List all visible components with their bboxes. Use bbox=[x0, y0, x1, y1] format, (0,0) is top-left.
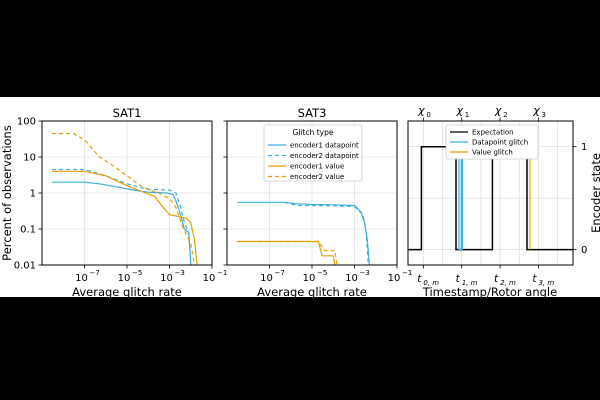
sat1-x-tick-label: 10 bbox=[75, 273, 88, 284]
sat1-series-encoder2-value bbox=[52, 132, 196, 266]
sat3-x-tick-label: 10 bbox=[388, 273, 401, 284]
sat3-x-tick-label: 10 bbox=[260, 273, 273, 284]
sat1-title: SAT1 bbox=[113, 106, 142, 120]
sat3-legend: Glitch type encoder1 datapoint encoder2 d… bbox=[263, 124, 363, 182]
sat3-x-tick-label: 10 bbox=[303, 273, 316, 284]
sat3-legend-box bbox=[263, 124, 363, 182]
encoder-bottom-tick-label: t bbox=[417, 273, 422, 285]
encoder-bottom-tick-sub: 3, m bbox=[538, 279, 554, 287]
legend-label-encoder1-value: encoder1 value bbox=[290, 163, 344, 171]
sat3-series bbox=[237, 201, 370, 266]
sat1-y-tick-label: 1 bbox=[30, 189, 36, 200]
sat1-x-tick-label: 10 bbox=[203, 273, 216, 284]
legend-label-encoder2-datapoint: encoder2 datapoint bbox=[290, 152, 359, 160]
sat3-title: SAT3 bbox=[298, 106, 327, 120]
encoder-top-tick-sub: 1 bbox=[465, 111, 469, 119]
encoder-legend-box bbox=[445, 124, 539, 160]
sat3-x-tick-label: 10 bbox=[345, 273, 358, 284]
encoder-legend-label-Datapoint-glitch: Datapoint glitch bbox=[472, 139, 528, 147]
encoder-ticks: t 0, mχ 0t 1, mχ 1t 2, mχ 2t 3, mχ 310 bbox=[417, 104, 587, 287]
sat1-series-encoder1-value bbox=[52, 170, 198, 266]
encoder-ylabel-right: Encoder state bbox=[589, 153, 600, 233]
sat3-ticks: 10 −7 10 −5 10 −3 10 −1 bbox=[223, 120, 412, 284]
encoder-bottom-tick-sub: 2, m bbox=[500, 279, 516, 287]
sat3-series-encoder2-value bbox=[237, 240, 338, 266]
sat3-x-tick-exponent: −5 bbox=[317, 269, 327, 277]
sat1-y-tick-label: 100 bbox=[17, 117, 36, 128]
encoder-bottom-tick-label: t bbox=[532, 273, 537, 285]
sat1-y-tick-label: 10 bbox=[23, 153, 36, 164]
encoder-series-Expectation bbox=[408, 145, 573, 251]
sat1-series-encoder2-datapoint bbox=[52, 168, 192, 266]
encoder-bottom-tick-sub: 1, m bbox=[462, 279, 478, 287]
sat3-legend-entries: encoder1 datapoint encoder2 datapoint enco… bbox=[268, 142, 359, 181]
encoder-xlabel: Timestamp/Rotor angle bbox=[422, 285, 557, 299]
encoder-legend-entries: Expectation Datapoint glitch Value glitch bbox=[450, 129, 528, 157]
sat1-x-tick-label: 10 bbox=[118, 273, 131, 284]
sat1-x-tick-label: 10 bbox=[160, 273, 173, 284]
legend-label-encoder1-datapoint: encoder1 datapoint bbox=[290, 142, 359, 150]
sat3-panel: 10 −7 10 −5 10 −3 10 −1 SAT3 Average glitch rat… bbox=[223, 106, 412, 299]
encoder-y-tick-label: 0 bbox=[581, 245, 587, 256]
encoder-legend: Expectation Datapoint glitch Value glitch bbox=[445, 124, 539, 160]
encoder-bottom-tick-label: t bbox=[456, 273, 461, 285]
encoder-series bbox=[408, 145, 573, 251]
legend-label-encoder2-value: encoder2 value bbox=[290, 173, 344, 181]
sat1-series bbox=[52, 132, 198, 266]
sat3-x-tick-exponent: −3 bbox=[360, 269, 370, 277]
sat3-series-encoder1-value bbox=[237, 240, 336, 266]
encoder-legend-label-Expectation: Expectation bbox=[472, 129, 514, 137]
encoder-series-Datapoint-glitch bbox=[458, 146, 464, 251]
encoder-top-tick-label: χ bbox=[532, 104, 540, 117]
encoder-top-tick-sub: 3 bbox=[541, 111, 545, 119]
encoder-bottom-tick-label: t bbox=[494, 273, 499, 285]
encoder-y-tick-label: 1 bbox=[581, 142, 587, 153]
encoder-top-tick-label: χ bbox=[455, 104, 463, 117]
encoder-axes-frame bbox=[407, 120, 574, 266]
sat3-legend-title: Glitch type bbox=[293, 128, 334, 137]
encoder-panel: t 0, mχ 0t 1, mχ 1t 2, mχ 2t 3, mχ 310 Timestamp… bbox=[407, 104, 600, 299]
sat1-x-tick-exponent: −3 bbox=[175, 269, 185, 277]
sat1-y-tick-label: 0.1 bbox=[20, 225, 36, 236]
sat1-ylabel: Percent of observations bbox=[0, 125, 14, 261]
encoder-top-tick-sub: 0 bbox=[426, 111, 430, 119]
sat1-x-tick-exponent: −5 bbox=[132, 269, 142, 277]
sat3-x-tick-exponent: −1 bbox=[402, 269, 412, 277]
sat1-y-tick-label: 0.01 bbox=[14, 261, 36, 272]
encoder-bottom-tick-sub: 0, m bbox=[423, 279, 439, 287]
encoder-legend-label-Value-glitch: Value glitch bbox=[472, 149, 513, 157]
sat3-series-encoder2-datapoint bbox=[284, 201, 369, 266]
sat1-xlabel: Average glitch rate bbox=[72, 285, 182, 299]
encoder-top-tick-sub: 2 bbox=[503, 111, 507, 119]
sat1-x-tick-exponent: −7 bbox=[90, 269, 100, 277]
sat1-x-tick-exponent: −1 bbox=[217, 269, 227, 277]
encoder-top-tick-label: χ bbox=[417, 104, 425, 117]
sat3-x-tick-exponent: −7 bbox=[275, 269, 285, 277]
encoder-top-tick-label: χ bbox=[494, 104, 502, 117]
sat3-xlabel: Average glitch rate bbox=[257, 285, 367, 299]
